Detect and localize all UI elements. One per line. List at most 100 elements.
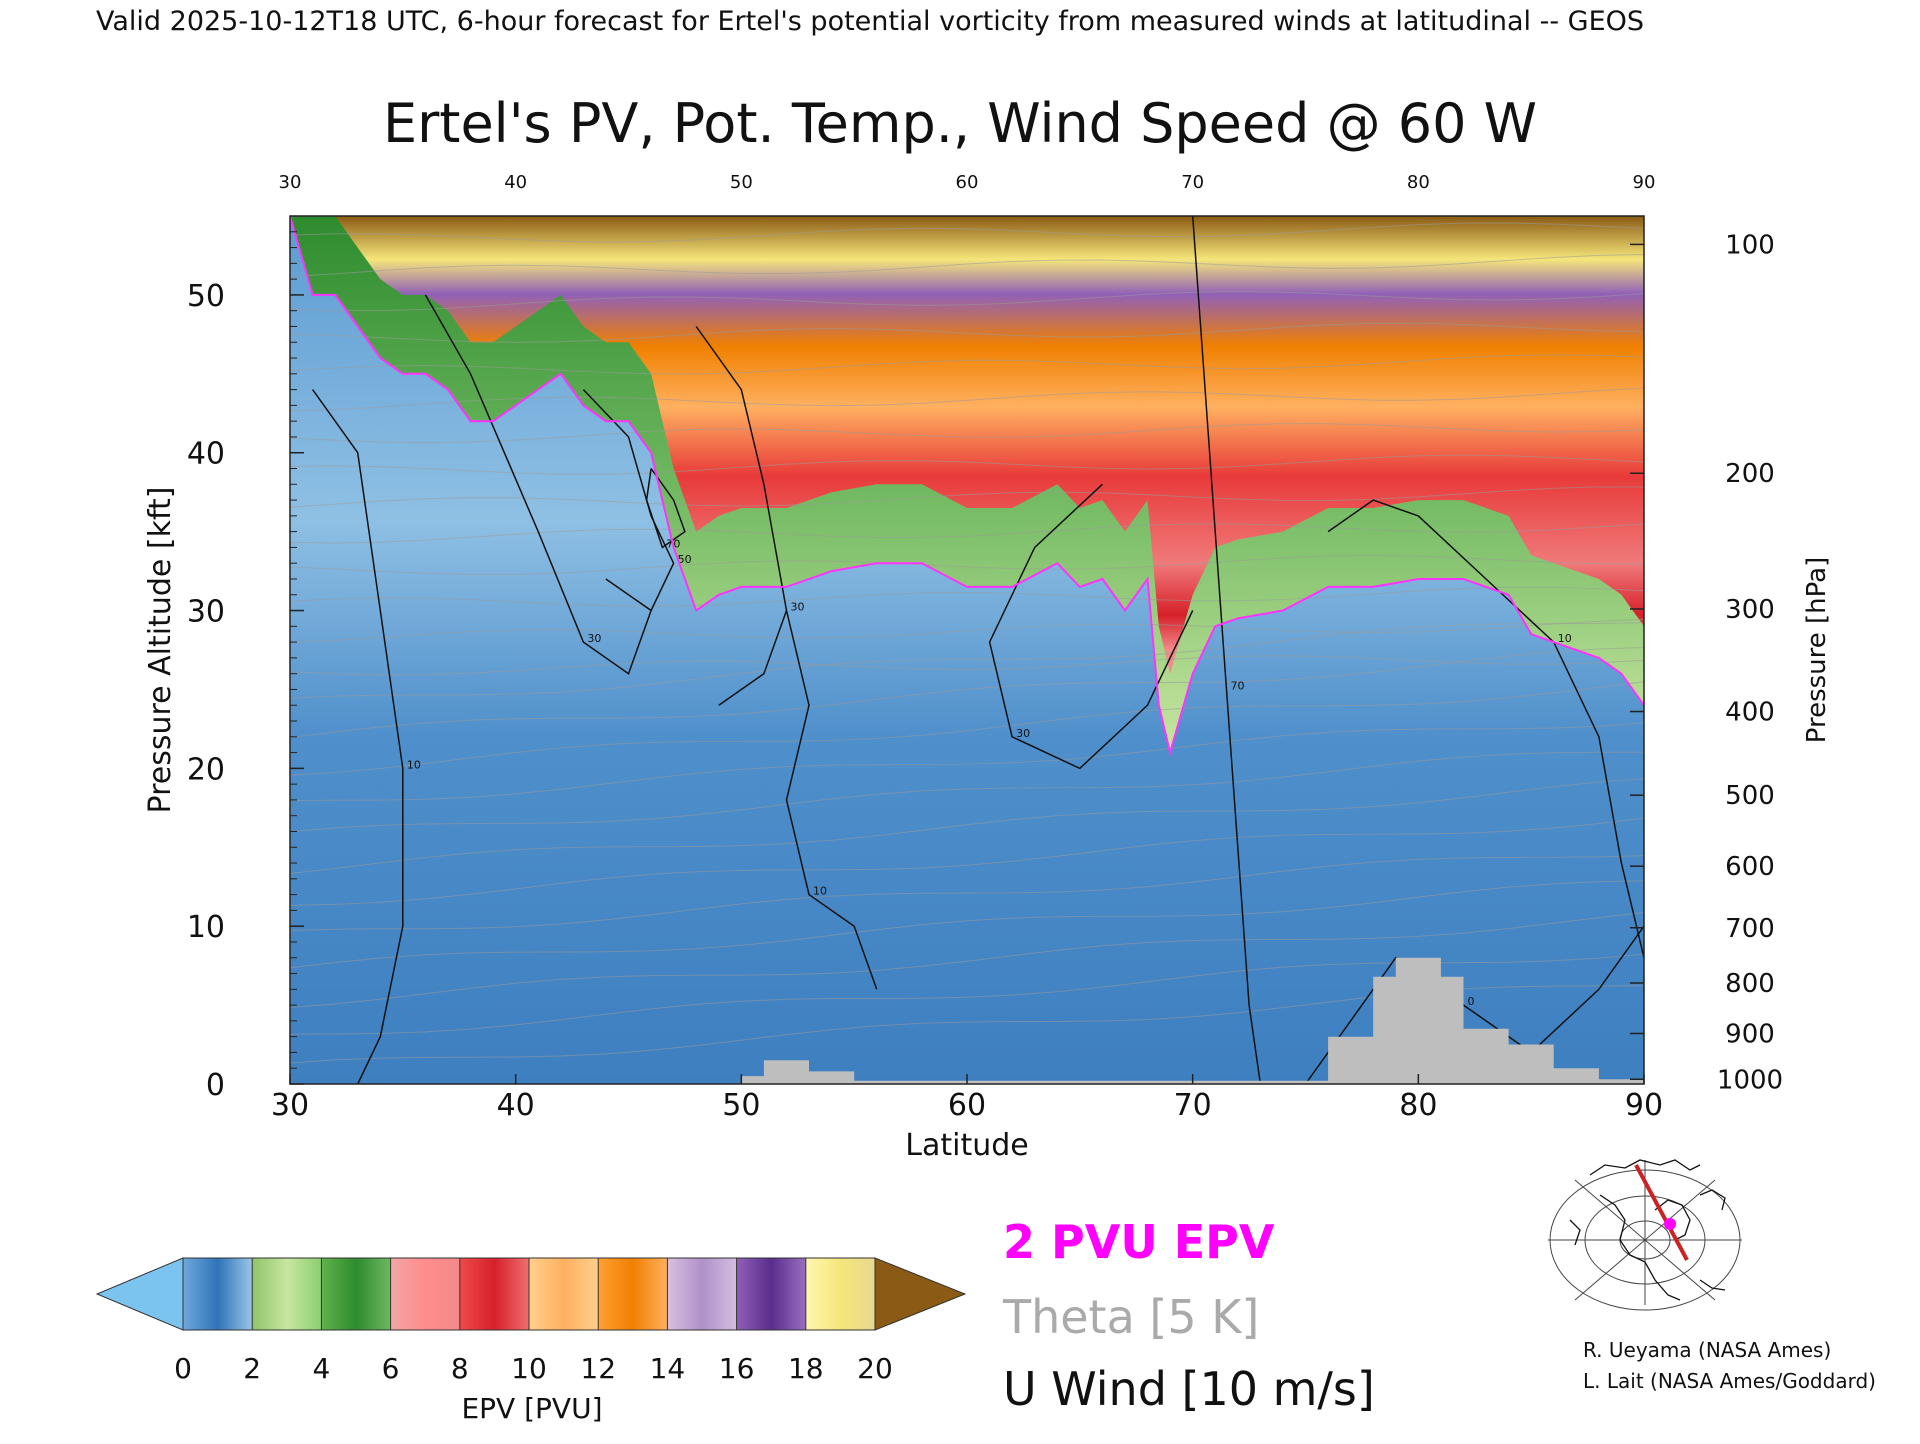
colorbar-band xyxy=(252,1258,288,1330)
theta-contour-line xyxy=(290,486,1644,508)
u-wind-contour-line xyxy=(424,294,652,675)
x-tick-label: 80 xyxy=(1399,1088,1437,1123)
colorbar-tick-label: 12 xyxy=(580,1352,616,1385)
u-wind-contour-line xyxy=(785,610,878,990)
colorbar-band xyxy=(632,1258,668,1330)
colorbar-tick-label: 2 xyxy=(243,1352,261,1385)
colorbar-band xyxy=(667,1258,703,1330)
colorbar-band xyxy=(390,1258,426,1330)
colorbar-tick-label: 10 xyxy=(511,1352,547,1385)
u-wind-contour-line xyxy=(645,468,686,549)
colorbar-band xyxy=(840,1258,876,1330)
colorbar-ticks: 0 2 4 6 8 10 12 14 16 18 20 xyxy=(174,1258,893,1385)
theta-contour-line xyxy=(290,322,1644,343)
colorbar-band xyxy=(459,1258,495,1330)
y-axis-kft-ticks: 0 10 20 30 40 50 xyxy=(187,231,304,1103)
theta-contour-line xyxy=(290,423,1644,444)
pressure-tick-label: 500 xyxy=(1725,781,1775,811)
top-tick-label: 80 xyxy=(1407,172,1430,193)
colorbar-band xyxy=(217,1258,253,1330)
colorbar-label: EPV [PVU] xyxy=(461,1392,602,1425)
colorbar-band xyxy=(702,1258,738,1330)
colorbar-band xyxy=(183,1258,219,1330)
y-tick-label: 10 xyxy=(187,910,225,945)
legend-entry: Theta [5 K] xyxy=(1002,1290,1259,1344)
u-wind-contour-label: 50 xyxy=(678,553,692,566)
theta-contour-line xyxy=(290,855,1644,931)
colorbar-band xyxy=(563,1258,599,1330)
theta-contours xyxy=(290,222,1644,1064)
credit-line-1: R. Ueyama (NASA Ames) xyxy=(1583,1338,1831,1362)
x-tick-label: 70 xyxy=(1174,1088,1212,1123)
top-tick-label: 50 xyxy=(730,172,753,193)
top-tick-label: 40 xyxy=(504,172,527,193)
u-wind-contour-line xyxy=(695,326,788,706)
legend-entry: 2 PVU EPV xyxy=(1003,1215,1275,1269)
u-wind-contour-line xyxy=(582,389,675,612)
theta-contour-line xyxy=(290,618,1644,643)
theta-contour-line xyxy=(290,880,1644,969)
u-wind-contour-line xyxy=(1327,499,1644,958)
y-axis-left-label: Pressure Altitude [kft] xyxy=(143,487,178,814)
legend-entry: U Wind [10 m/s] xyxy=(1003,1362,1375,1416)
map-coastlines xyxy=(1569,1159,1726,1301)
u-wind-contour-label: 0 xyxy=(1467,995,1474,1008)
theta-contour-line xyxy=(290,722,1644,801)
colorbar-band xyxy=(736,1258,772,1330)
theta-contour-line xyxy=(290,817,1644,906)
colorbar-band xyxy=(771,1258,807,1330)
chart-title: Ertel's PV, Pot. Temp., Wind Speed @ 60 … xyxy=(383,92,1537,155)
colorbar-band xyxy=(598,1258,634,1330)
u-wind-contour-label: 30 xyxy=(1016,727,1030,740)
y-tick-label: 0 xyxy=(206,1068,225,1103)
top-axis-ticks: 30 40 50 60 70 80 90 xyxy=(279,172,1656,193)
u-wind-contour-label: 10 xyxy=(1558,632,1572,645)
colorbar-under-arrow xyxy=(95,1257,184,1331)
pressure-tick-label: 1000 xyxy=(1717,1065,1783,1095)
legend: 2 PVU EPV Theta [5 K] U Wind [10 m/s] xyxy=(1002,1215,1375,1416)
colorbar-band xyxy=(425,1258,461,1330)
pressure-tick-label: 800 xyxy=(1725,969,1775,999)
y-tick-label: 30 xyxy=(187,595,225,630)
map-cross-section-line xyxy=(1634,1164,1689,1261)
colorbar-band xyxy=(321,1258,357,1330)
u-wind-contour-label: 10 xyxy=(813,885,827,898)
colorbar-band xyxy=(356,1258,392,1330)
u-wind-contour-label: 10 xyxy=(407,758,421,771)
top-tick-label: 90 xyxy=(1633,172,1656,193)
theta-contour-line xyxy=(290,222,1644,243)
credit-line-2: L. Lait (NASA Ames/Goddard) xyxy=(1583,1369,1876,1393)
colorbar-tick-label: 0 xyxy=(174,1352,192,1385)
colorbar xyxy=(95,1257,967,1331)
y-tick-label: 20 xyxy=(187,752,225,787)
colorbar-over-arrow xyxy=(874,1257,967,1331)
valid-header: Valid 2025-10-12T18 UTC, 6-hour forecast… xyxy=(96,6,1644,37)
theta-contour-line xyxy=(290,554,1644,576)
colorbar-tick-label: 4 xyxy=(312,1352,330,1385)
u-wind-contour-label: 30 xyxy=(587,632,601,645)
u-wind-contour-line xyxy=(988,483,1194,770)
theta-contour-line xyxy=(290,655,1644,676)
colorbar-tick-label: 8 xyxy=(451,1352,469,1385)
x-tick-label: 50 xyxy=(722,1088,760,1123)
x-tick-label: 40 xyxy=(497,1088,535,1123)
tropopause-2pvu-line xyxy=(290,216,1644,757)
pressure-tick-label: 600 xyxy=(1725,852,1775,882)
theta-contour-line xyxy=(290,254,1644,278)
y-axis-pressure-ticks: 100 200 300 400 500 600 700 800 900 1000 xyxy=(1630,230,1783,1095)
map-location-marker xyxy=(1664,1218,1676,1230)
u-wind-contour-line xyxy=(1191,216,1262,1084)
pressure-tick-label: 400 xyxy=(1725,698,1775,728)
colorbar-band xyxy=(494,1258,530,1330)
x-tick-label: 90 xyxy=(1625,1088,1663,1123)
theta-contour-line xyxy=(290,751,1644,833)
colorbar-tick-label: 16 xyxy=(719,1352,755,1385)
y-tick-label: 40 xyxy=(187,437,225,472)
pressure-tick-label: 300 xyxy=(1725,595,1775,625)
theta-contour-line xyxy=(290,778,1644,874)
theta-contour-line xyxy=(290,681,1644,776)
